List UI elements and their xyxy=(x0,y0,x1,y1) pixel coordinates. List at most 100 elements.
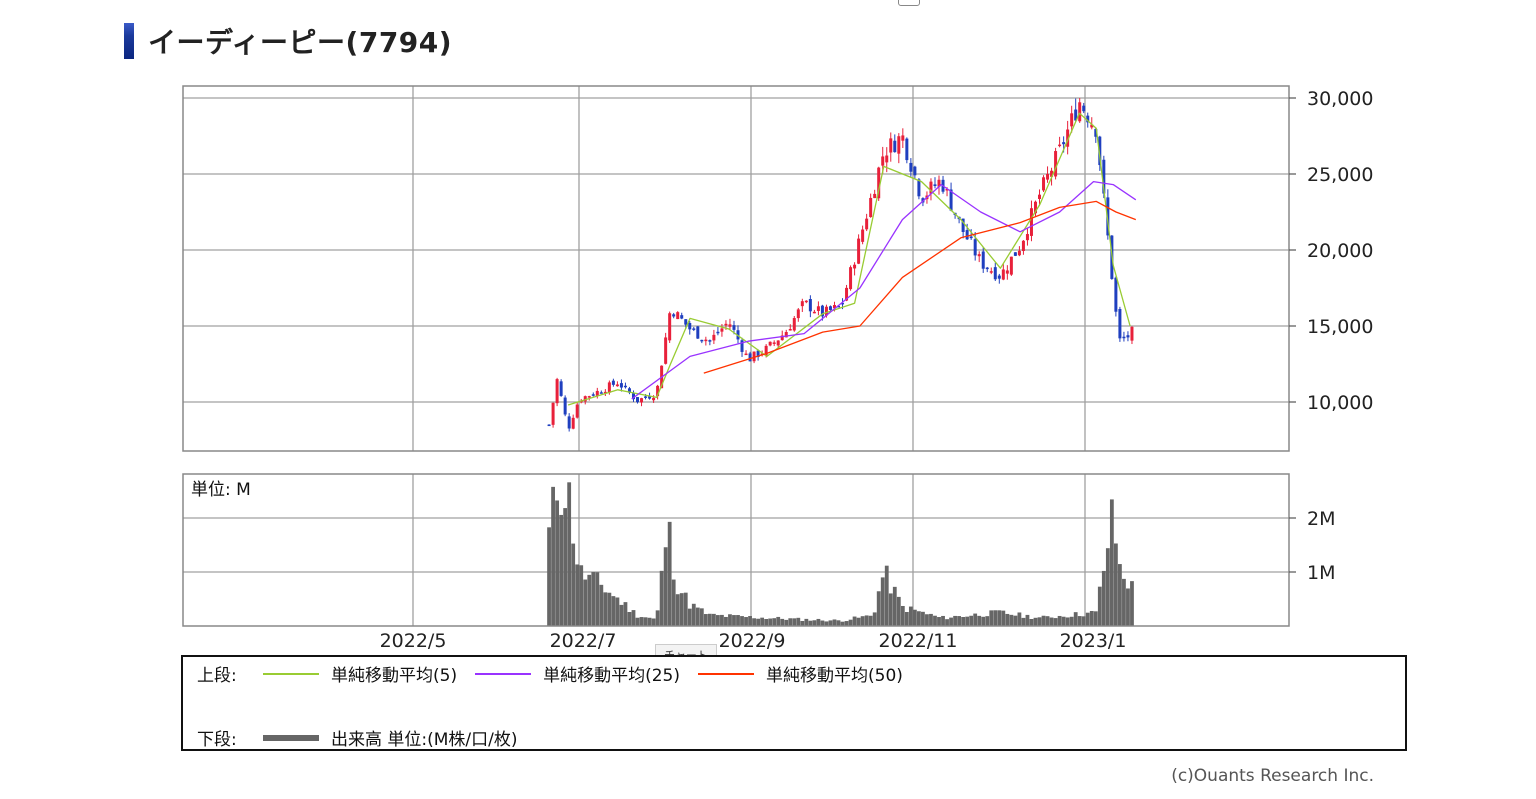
volume-bar xyxy=(647,617,652,626)
volume-bar xyxy=(908,606,913,626)
legend-item-volume: 出来高 単位:(M株/口/枚) xyxy=(263,725,518,750)
volume-bar xyxy=(945,619,949,626)
candle-body xyxy=(917,179,921,197)
volume-bar xyxy=(711,613,716,626)
volume-bar xyxy=(1122,578,1126,626)
candle-body xyxy=(808,298,812,312)
top-toolbar-icon[interactable] xyxy=(898,0,920,6)
x-tick-label: 2022/11 xyxy=(879,630,958,650)
candle-body xyxy=(1130,326,1134,341)
candle-body xyxy=(804,300,808,303)
candle-body xyxy=(615,384,619,387)
volume-bar xyxy=(1065,617,1070,626)
volume-bar xyxy=(985,616,990,626)
candle-body xyxy=(1070,113,1074,127)
volume-bar xyxy=(868,615,873,626)
volume-bar xyxy=(547,527,551,626)
volume-bar xyxy=(720,614,724,626)
candle-body xyxy=(676,312,680,320)
candle-body xyxy=(623,385,627,388)
volume-bar xyxy=(925,614,929,626)
legend-item-label: 単純移動平均(50) xyxy=(766,666,903,686)
volume-bar xyxy=(768,618,773,626)
candle-body xyxy=(640,398,644,403)
volume-bars xyxy=(547,482,1134,626)
candle-body xyxy=(1086,115,1090,123)
volume-bar xyxy=(728,614,732,626)
volume-bar xyxy=(1021,617,1026,626)
volume-bar xyxy=(812,620,817,626)
candle-body xyxy=(1090,124,1094,128)
candle-body xyxy=(1050,170,1054,177)
candle-body xyxy=(1062,142,1066,145)
volume-bar xyxy=(655,610,660,626)
legend-upper-row: 上段: 単純移動平均(5) 単純移動平均(25) 単純移動平均(50) xyxy=(197,661,921,686)
candle-body xyxy=(607,382,611,393)
volume-bar xyxy=(563,508,568,626)
legend-item-ma25: 単純移動平均(25) xyxy=(475,661,680,686)
candle-body xyxy=(636,397,640,403)
volume-bar xyxy=(631,610,636,626)
volume-bar xyxy=(1017,612,1022,626)
candle-body xyxy=(692,328,696,330)
volume-bar xyxy=(772,618,777,626)
volume-bar xyxy=(1073,612,1078,626)
volume-bar xyxy=(603,592,608,626)
candle-body xyxy=(845,287,849,301)
volume-bar xyxy=(792,618,797,626)
candle-body xyxy=(772,342,776,344)
volume-bar xyxy=(703,614,708,626)
price-panel-grid xyxy=(183,86,1289,451)
volume-bar xyxy=(852,616,857,626)
legend-swatch-ma25 xyxy=(475,672,532,675)
candle-body xyxy=(885,155,889,163)
candle-body xyxy=(812,311,816,314)
volume-y-axis: 1M 2M xyxy=(1289,508,1335,584)
candle-body xyxy=(631,393,635,400)
candle-body xyxy=(744,353,748,356)
candle-body xyxy=(768,341,772,346)
volume-bar xyxy=(888,593,893,626)
volume-bar xyxy=(1025,614,1030,626)
title-marker-icon xyxy=(124,23,134,59)
volume-bar xyxy=(635,617,640,626)
candle-body xyxy=(849,267,853,290)
volume-bar xyxy=(599,584,604,626)
candle-body xyxy=(865,218,869,230)
volume-bar xyxy=(764,618,769,626)
candle-body xyxy=(595,390,599,396)
candle-body xyxy=(861,229,865,242)
volume-bar xyxy=(896,596,901,626)
candle-body xyxy=(1074,109,1078,121)
candle-body xyxy=(551,402,555,425)
ma-line-25 xyxy=(631,180,1137,400)
volume-bar xyxy=(804,618,809,626)
candle-body xyxy=(949,189,953,211)
candle-body xyxy=(929,181,933,194)
volume-bar xyxy=(1085,612,1090,626)
candle-body xyxy=(1106,197,1110,236)
candle-body xyxy=(973,239,977,256)
candle-body xyxy=(559,381,563,396)
volume-bar xyxy=(856,617,861,626)
ma-line-50 xyxy=(703,200,1137,374)
volume-bar xyxy=(788,618,793,626)
volume-bar xyxy=(1001,610,1006,626)
candle-body xyxy=(603,391,607,394)
volume-bar xyxy=(1029,619,1034,626)
candle-body xyxy=(1013,252,1017,256)
volume-frame-border xyxy=(182,473,1290,627)
candle-body xyxy=(644,396,648,398)
candle-body xyxy=(784,332,788,338)
candle-body xyxy=(997,275,1001,279)
candle-body xyxy=(728,324,732,327)
volume-bar xyxy=(824,621,829,626)
candle-body xyxy=(796,309,800,319)
candle-body xyxy=(1001,269,1005,280)
page-header: イーディーピー(7794) xyxy=(124,22,452,60)
x-tick-label: 2022/9 xyxy=(719,630,786,650)
volume-bar xyxy=(1041,615,1046,626)
volume-bar xyxy=(848,619,853,626)
price-frame-border xyxy=(182,85,1290,452)
volume-bar xyxy=(933,615,937,626)
